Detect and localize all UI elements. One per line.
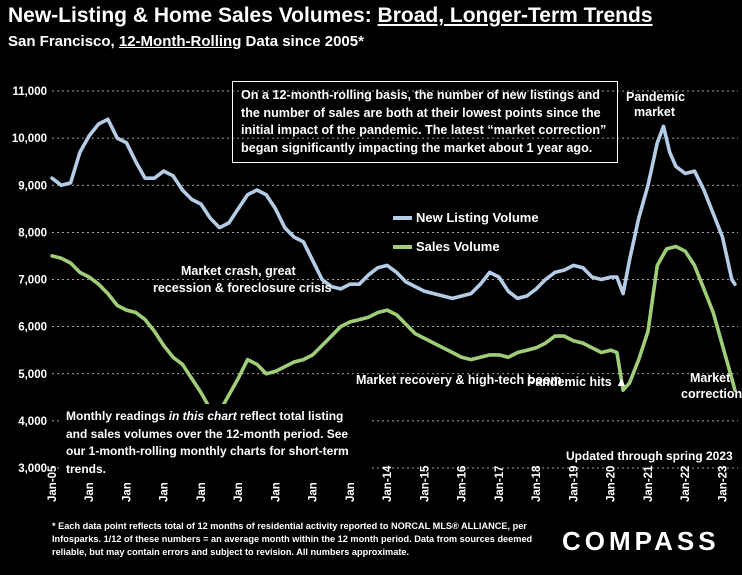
note-box: Monthly readings in this chart reflect t… <box>60 404 372 482</box>
y-tick-label: 6,000 <box>18 322 47 334</box>
chart-subtitle: San Francisco, 12-Month-Rolling Data sin… <box>8 33 364 50</box>
updated-label: Updated through spring 2023 <box>560 447 739 465</box>
y-tick-label: 4,000 <box>18 416 47 428</box>
annotation-pandemic-hits: Pandemic hits ▲ <box>527 375 628 389</box>
annotation-recovery: Market recovery & high-tech boom <box>356 373 562 387</box>
note-pre: Monthly readings <box>66 409 169 423</box>
annotation-crash-1: Market crash, great <box>181 264 296 278</box>
footnote: * Each data point reflects total of 12 m… <box>52 521 533 557</box>
chart-title: New-Listing & Home Sales Volumes: Broad,… <box>8 4 653 28</box>
series-line-new-listing <box>50 117 737 301</box>
gridlines <box>52 90 738 469</box>
y-tick-label: 10,000 <box>12 133 47 145</box>
title-main: New-Listing & Home Sales Volumes: <box>8 4 378 27</box>
x-tick-label: Jan-21 <box>643 465 655 502</box>
x-tick-label: Jan-16 <box>457 466 469 502</box>
y-tick-label: 9,000 <box>18 180 47 192</box>
annotation-pandemic-market-1: Pandemic <box>626 90 685 104</box>
x-tick-label: Jan-22 <box>680 466 692 502</box>
x-tick-label: Jan-23 <box>717 466 729 502</box>
y-tick-label: 5,000 <box>18 369 47 381</box>
x-tick-label: Jan-15 <box>419 465 431 502</box>
y-axis-ticks: 3,000 4,000 5,000 6,000 7,000 8,000 9,000 10,00… <box>12 86 47 475</box>
subtitle-pre: San Francisco, <box>8 33 119 50</box>
y-tick-label: 3,000 <box>18 463 47 475</box>
annotation-crash-2: recession & foreclosure crisis <box>153 281 332 295</box>
series-line-sales <box>50 244 737 414</box>
note-post: reflect total listing and sales volumes … <box>66 409 349 476</box>
note-italic: in this chart <box>168 409 237 423</box>
legend-label-sales: Sales Volume <box>416 239 500 254</box>
subtitle-underlined: 12-Month-Rolling <box>118 33 242 50</box>
x-tick-label: Jan-19 <box>568 466 580 502</box>
x-tick-label: Jan-17 <box>494 466 506 502</box>
y-tick-label: 11,000 <box>12 86 47 98</box>
compass-logo: COMPASS <box>562 526 720 556</box>
y-tick-label: 8,000 <box>18 227 47 239</box>
x-tick-label: Jan-18 <box>531 465 543 502</box>
series-lines <box>50 117 737 414</box>
subtitle-post: Data since 2005* <box>241 33 364 50</box>
x-tick-label: Jan-14 <box>382 465 394 502</box>
y-tick-label: 7,000 <box>18 275 47 287</box>
annotation-correction-1: Market <box>690 371 731 385</box>
annotation-correction-2: correction <box>681 387 742 401</box>
legend-label-new-listing: New Listing Volume <box>416 210 539 225</box>
callout-box: On a 12-month-rolling basis, the number … <box>232 81 618 163</box>
x-tick-label: Jan-20 <box>606 466 618 502</box>
title-underlined: Broad, Longer-Term Trends <box>377 4 653 27</box>
legend: New Listing Volume Sales Volume <box>393 210 539 254</box>
x-tick-label: Jan-05 <box>47 465 59 502</box>
annotation-pandemic-market-2: market <box>634 105 676 119</box>
